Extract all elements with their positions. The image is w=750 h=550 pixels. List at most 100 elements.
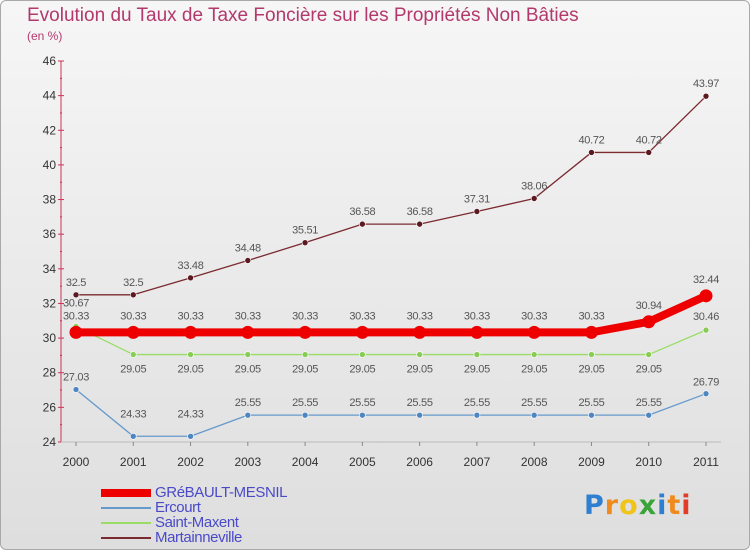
data-label: 29.05 bbox=[178, 364, 204, 376]
data-point bbox=[588, 149, 595, 156]
data-label: 33.48 bbox=[178, 260, 204, 272]
data-point bbox=[645, 351, 653, 358]
data-point bbox=[126, 325, 140, 339]
logo-letter: i bbox=[681, 490, 692, 521]
data-label: 32.5 bbox=[66, 277, 86, 289]
x-tick-label: 2003 bbox=[234, 455, 261, 469]
x-tick-label: 2010 bbox=[635, 455, 662, 469]
x-tick-label: 2006 bbox=[406, 455, 433, 469]
y-tick-label: 28 bbox=[43, 366, 57, 380]
y-tick-label: 32 bbox=[43, 296, 57, 310]
data-label: 29.05 bbox=[292, 364, 318, 376]
data-point bbox=[416, 351, 423, 358]
chart-subtitle: (en %) bbox=[27, 29, 63, 43]
data-point bbox=[298, 325, 312, 339]
data-point bbox=[355, 325, 369, 339]
data-label: 30.33 bbox=[178, 310, 204, 322]
data-label: 43.97 bbox=[693, 78, 719, 90]
x-tick-label: 2008 bbox=[521, 455, 548, 469]
data-label: 25.55 bbox=[235, 397, 261, 409]
y-tick-label: 26 bbox=[43, 400, 57, 414]
data-label: 29.05 bbox=[464, 364, 490, 376]
logo-letter: P bbox=[584, 490, 605, 521]
data-label: 25.55 bbox=[349, 397, 375, 409]
data-point bbox=[244, 411, 252, 419]
data-label: 29.05 bbox=[120, 364, 146, 376]
data-label: 40.72 bbox=[578, 134, 604, 146]
logo-letter: o bbox=[619, 490, 639, 521]
x-tick-label: 2004 bbox=[292, 455, 319, 469]
legend-swatch bbox=[101, 521, 151, 524]
series-line-grébault-mesnil bbox=[72, 291, 710, 337]
y-tick-label: 24 bbox=[43, 435, 57, 449]
data-point bbox=[129, 291, 137, 299]
data-label: 30.33 bbox=[407, 310, 433, 322]
data-point bbox=[473, 351, 481, 358]
y-tick-label: 42 bbox=[43, 123, 57, 137]
data-label: 27.03 bbox=[63, 372, 89, 384]
data-point bbox=[416, 220, 423, 228]
data-point bbox=[359, 220, 366, 228]
data-label: 25.55 bbox=[521, 397, 547, 409]
data-label: 24.33 bbox=[178, 408, 204, 420]
data-point bbox=[416, 411, 423, 419]
legend-item-grebault-mesnil: GRéBAULT-MESNIL bbox=[101, 485, 287, 500]
data-point bbox=[359, 411, 366, 419]
legend-swatch bbox=[101, 506, 151, 509]
series-line-martainneville bbox=[75, 95, 707, 296]
y-tick-label: 34 bbox=[43, 262, 57, 276]
y-tick-label: 46 bbox=[43, 54, 57, 68]
data-point bbox=[244, 351, 252, 358]
data-point bbox=[530, 411, 538, 419]
data-point bbox=[588, 351, 595, 358]
data-label: 29.05 bbox=[235, 364, 261, 376]
data-point bbox=[702, 326, 710, 334]
legend-item-ercourt: Ercourt bbox=[101, 500, 287, 515]
logo-letter: r bbox=[604, 490, 620, 521]
data-label: 30.33 bbox=[235, 310, 261, 322]
data-point bbox=[187, 274, 194, 282]
data-point bbox=[241, 325, 255, 339]
x-tick-label: 2011 bbox=[693, 455, 719, 469]
data-label: 40.72 bbox=[636, 134, 662, 146]
proxiti-logo: Proxiti bbox=[584, 490, 692, 521]
data-label: 38.06 bbox=[521, 181, 547, 193]
data-label: 25.55 bbox=[464, 397, 490, 409]
y-tick-label: 30 bbox=[43, 331, 57, 345]
legend-swatch bbox=[101, 488, 151, 497]
data-label: 30.46 bbox=[693, 311, 719, 323]
series-line-ercourt bbox=[75, 388, 707, 437]
data-point bbox=[584, 325, 598, 339]
data-point bbox=[530, 351, 538, 358]
data-point bbox=[301, 411, 309, 419]
y-tick-label: 40 bbox=[43, 158, 57, 172]
data-point bbox=[642, 315, 656, 329]
data-label: 26.79 bbox=[693, 377, 719, 389]
data-label: 24.33 bbox=[120, 408, 146, 420]
y-tick-label: 38 bbox=[43, 193, 57, 207]
data-label: 37.31 bbox=[464, 193, 490, 205]
legend-item-martainneville: Martainneville bbox=[101, 530, 287, 545]
data-point bbox=[530, 195, 538, 202]
data-label: 36.58 bbox=[349, 206, 375, 218]
data-label: 30.33 bbox=[292, 310, 318, 322]
data-point bbox=[702, 390, 710, 397]
data-point bbox=[359, 351, 366, 358]
data-label: 30.33 bbox=[464, 310, 490, 322]
x-tick-label: 2009 bbox=[578, 455, 605, 469]
data-label: 29.05 bbox=[578, 364, 604, 376]
y-tick-label: 36 bbox=[43, 227, 57, 241]
data-point bbox=[301, 239, 309, 246]
data-label: 25.55 bbox=[578, 397, 604, 409]
data-label: 29.05 bbox=[407, 364, 433, 376]
legend-label: GRéBAULT-MESNIL bbox=[155, 484, 288, 501]
data-label: 32.5 bbox=[123, 277, 143, 289]
legend-item-saint-maxent: Saint-Maxent bbox=[101, 515, 287, 530]
legend-label: Saint-Maxent bbox=[155, 514, 239, 531]
x-tick-label: 2007 bbox=[464, 455, 491, 469]
series-line-saint-maxent bbox=[75, 325, 707, 356]
data-label: 25.55 bbox=[636, 397, 662, 409]
data-point bbox=[187, 351, 194, 358]
